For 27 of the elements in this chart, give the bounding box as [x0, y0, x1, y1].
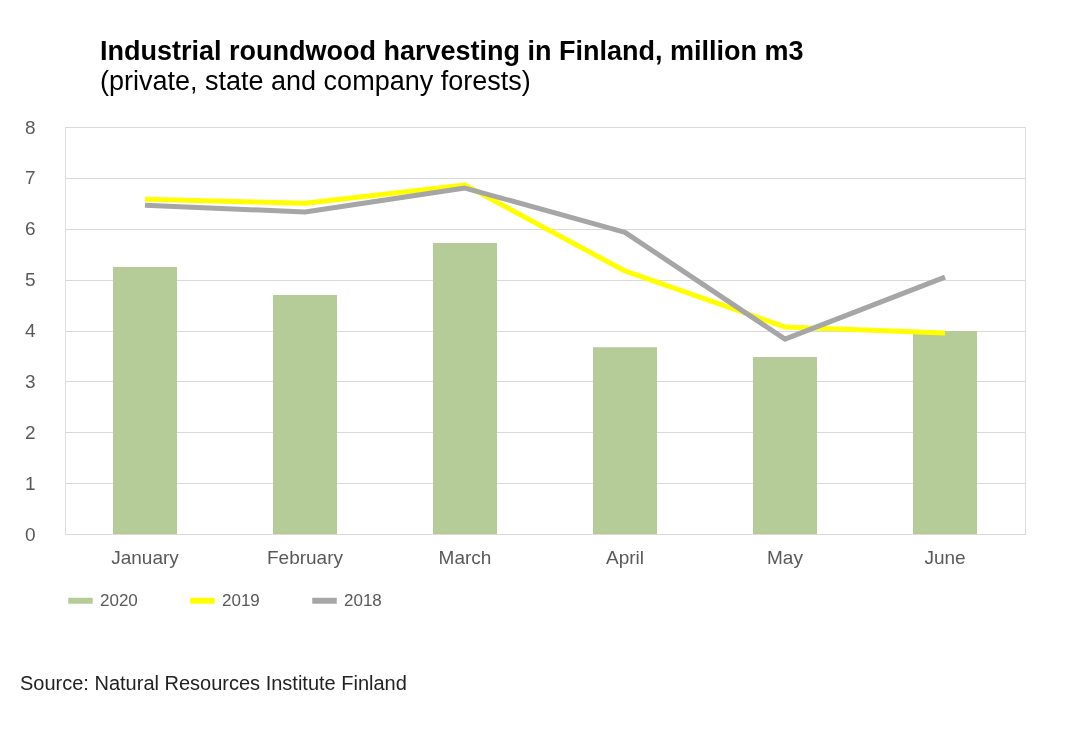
bar: [113, 266, 177, 534]
x-tick-label: June: [924, 546, 966, 568]
x-tick-label: January: [111, 546, 180, 568]
x-tick-label: February: [266, 546, 344, 568]
bar: [273, 294, 337, 534]
x-tick-label: April: [605, 546, 645, 568]
chart-subtitle: (private, state and company forests): [100, 66, 531, 96]
chart-title: Industrial roundwood harvesting in Finland, million m3: [100, 36, 804, 66]
bar: [753, 356, 817, 534]
y-tick-label: 0: [24, 523, 36, 545]
y-tick-label: 3: [24, 370, 36, 392]
y-tick-label: 1: [24, 472, 36, 494]
bar: [913, 331, 977, 534]
legend-label: 2018: [344, 590, 382, 610]
y-tick-label: 7: [24, 167, 36, 189]
y-tick-label: 6: [24, 218, 36, 240]
y-tick-label: 8: [24, 116, 36, 138]
x-tick-label: May: [767, 546, 804, 568]
y-tick-label: 2: [24, 421, 36, 443]
source-note: Source: Natural Resources Institute Finland: [20, 672, 407, 694]
y-tick-label: 5: [24, 269, 36, 291]
x-tick-label: March: [438, 546, 492, 568]
bar: [593, 347, 657, 534]
legend-label: 2019: [222, 590, 260, 610]
y-tick-label: 4: [24, 320, 36, 341]
legend-label: 2020: [100, 590, 138, 610]
bar: [433, 243, 497, 534]
